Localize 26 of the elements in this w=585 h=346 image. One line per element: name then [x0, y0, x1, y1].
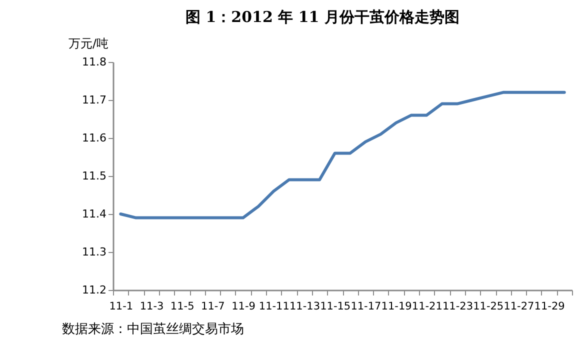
x-tick-label: 11-7 [201, 300, 225, 312]
y-tick-label: 11.8 [82, 56, 106, 68]
x-tick-label: 11-17 [350, 300, 382, 312]
x-tick-label: 11-1 [109, 300, 134, 312]
x-tick-label: 11-25 [473, 300, 504, 312]
y-tick-label: 11.7 [82, 94, 106, 106]
x-tick-label: 11-23 [442, 300, 474, 312]
y-tick-label: 11.4 [82, 208, 106, 220]
x-tick-label: 11-9 [232, 300, 256, 312]
source-note: 数据来源：中国茧丝绸交易市场 [62, 321, 244, 338]
y-axis-title: 万元/吨 [68, 36, 109, 50]
y-tick-label: 11.3 [82, 246, 106, 258]
y-tick-label: 11.6 [82, 132, 106, 144]
line-series [119, 90, 566, 220]
x-tick-label: 11-13 [289, 300, 320, 312]
chart-title: 图 1：2012 年 11 月份干茧价格走势图 [184, 8, 460, 27]
x-tick-label: 11-3 [140, 300, 164, 312]
x-tick-label: 11-15 [320, 300, 351, 312]
x-tick-label: 11-5 [170, 300, 194, 312]
x-tick-label: 11-21 [412, 300, 442, 312]
x-tick-label: 11-11 [258, 300, 290, 312]
x-tick-label: 11-27 [504, 300, 534, 312]
x-tick-label: 11-19 [381, 300, 412, 312]
y-tick-label: 11.5 [82, 170, 106, 182]
x-tick-label: 11-29 [534, 300, 565, 312]
y-tick-label: 11.2 [82, 284, 106, 296]
